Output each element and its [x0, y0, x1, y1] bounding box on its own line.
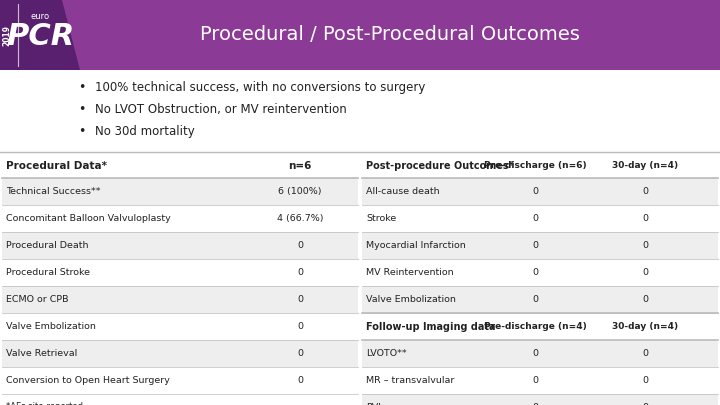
- Text: 0: 0: [642, 376, 648, 385]
- Text: Procedural / Post-Procedural Outcomes: Procedural / Post-Procedural Outcomes: [200, 26, 580, 45]
- Text: LVOTO**: LVOTO**: [366, 349, 407, 358]
- Text: Concomitant Balloon Valvuloplasty: Concomitant Balloon Valvuloplasty: [6, 214, 171, 223]
- Text: 0: 0: [642, 241, 648, 250]
- Text: Pre-discharge (n=4): Pre-discharge (n=4): [484, 322, 586, 331]
- Text: n=6: n=6: [288, 161, 312, 171]
- Bar: [362, 394, 718, 405]
- Text: 0: 0: [297, 295, 303, 304]
- Text: 0: 0: [642, 268, 648, 277]
- Text: 2019: 2019: [2, 24, 12, 45]
- Text: 0: 0: [297, 376, 303, 385]
- Text: Conversion to Open Heart Surgery: Conversion to Open Heart Surgery: [6, 376, 170, 385]
- Text: MV Reintervention: MV Reintervention: [366, 268, 454, 277]
- Bar: [362, 232, 718, 259]
- Text: 0: 0: [532, 376, 538, 385]
- Text: •: •: [78, 126, 85, 139]
- Text: 30-day (n=4): 30-day (n=4): [612, 322, 678, 331]
- Bar: [2, 286, 358, 313]
- Text: 0: 0: [532, 349, 538, 358]
- Text: 0: 0: [297, 349, 303, 358]
- Text: All-cause death: All-cause death: [366, 187, 440, 196]
- Text: 0: 0: [532, 187, 538, 196]
- Text: *AEs site-reported: *AEs site-reported: [6, 402, 83, 405]
- Text: Procedural Death: Procedural Death: [6, 241, 89, 250]
- Text: 0: 0: [642, 295, 648, 304]
- Text: 0: 0: [297, 322, 303, 331]
- Bar: [362, 340, 718, 367]
- Bar: [362, 286, 718, 313]
- Text: 0: 0: [532, 241, 538, 250]
- Text: Follow-up Imaging data: Follow-up Imaging data: [366, 322, 495, 332]
- Text: 0: 0: [297, 268, 303, 277]
- Polygon shape: [62, 0, 80, 70]
- Text: 0: 0: [532, 268, 538, 277]
- Text: Pre-discharge (n=6): Pre-discharge (n=6): [484, 162, 586, 171]
- Text: Post-procedure Outcomes*: Post-procedure Outcomes*: [366, 161, 513, 171]
- Text: Valve Embolization: Valve Embolization: [6, 322, 96, 331]
- Text: No 30d mortality: No 30d mortality: [95, 126, 194, 139]
- Text: 30-day (n=4): 30-day (n=4): [612, 162, 678, 171]
- Text: 0: 0: [532, 214, 538, 223]
- Text: 0: 0: [642, 187, 648, 196]
- Bar: [362, 178, 718, 205]
- Text: •: •: [78, 81, 85, 94]
- Text: MR – transvalvular: MR – transvalvular: [366, 376, 454, 385]
- Text: 0: 0: [642, 349, 648, 358]
- Text: No LVOT Obstruction, or MV reintervention: No LVOT Obstruction, or MV reinterventio…: [95, 104, 347, 117]
- Text: 0: 0: [297, 241, 303, 250]
- Text: Procedural Data*: Procedural Data*: [6, 161, 107, 171]
- Bar: [2, 232, 358, 259]
- Text: 0: 0: [642, 403, 648, 405]
- Text: Technical Success**: Technical Success**: [6, 187, 101, 196]
- Text: 0: 0: [642, 214, 648, 223]
- Text: Stroke: Stroke: [366, 214, 396, 223]
- Bar: [2, 178, 358, 205]
- Text: 0: 0: [532, 403, 538, 405]
- Text: Valve Retrieval: Valve Retrieval: [6, 349, 77, 358]
- Text: euro: euro: [30, 12, 50, 21]
- Bar: [0, 0, 62, 70]
- Text: Valve Embolization: Valve Embolization: [366, 295, 456, 304]
- Text: PVL: PVL: [366, 403, 384, 405]
- Text: 4 (66.7%): 4 (66.7%): [276, 214, 323, 223]
- Text: Procedural Stroke: Procedural Stroke: [6, 268, 90, 277]
- Text: 6 (100%): 6 (100%): [278, 187, 322, 196]
- Text: Myocardial Infarction: Myocardial Infarction: [366, 241, 466, 250]
- Bar: [2, 340, 358, 367]
- Text: ECMO or CPB: ECMO or CPB: [6, 295, 68, 304]
- Text: 0: 0: [532, 295, 538, 304]
- Bar: [0, 0, 720, 70]
- Text: •: •: [78, 104, 85, 117]
- Text: 100% technical success, with no conversions to surgery: 100% technical success, with no conversi…: [95, 81, 426, 94]
- Text: PCR: PCR: [6, 22, 74, 51]
